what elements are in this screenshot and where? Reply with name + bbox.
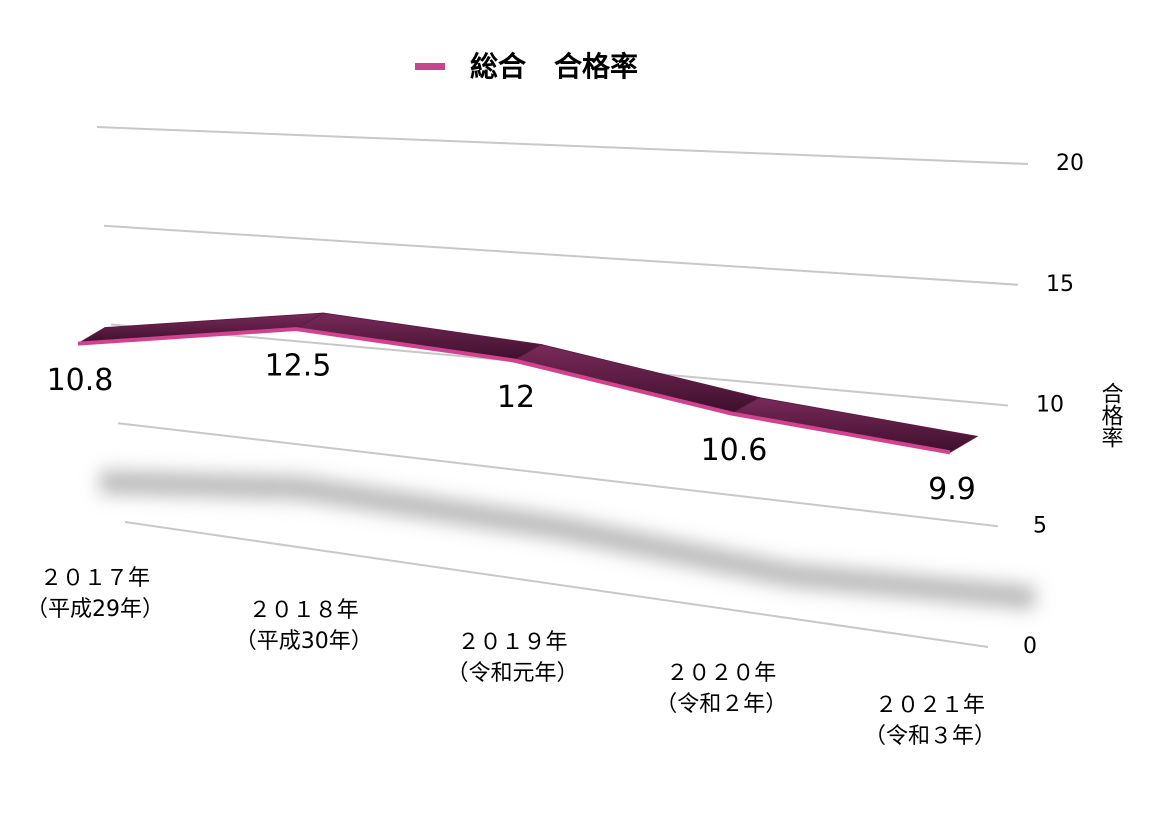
- y-tick-label: 0: [1023, 634, 1037, 659]
- x-tick-label: ２０１８年 （平成30年）: [234, 597, 373, 654]
- line-ribbon: [294, 312, 543, 362]
- y-tick-label: 15: [1046, 272, 1074, 297]
- y-tick-label: 10: [1036, 393, 1064, 418]
- legend-label: 総合 合格率: [470, 50, 638, 83]
- data-label: 10.6: [701, 433, 768, 468]
- y-tick-label: 5: [1033, 513, 1047, 538]
- grid-line: [117, 422, 999, 528]
- x-tick-label: ２０１９年 （令和元年）: [446, 629, 579, 686]
- y-tick-label: 20: [1056, 151, 1084, 176]
- grid-line: [103, 224, 1019, 286]
- line-ribbon: [730, 397, 979, 453]
- x-tick-label: ２０２１年 （令和３年）: [863, 693, 996, 749]
- grid-line: [124, 521, 989, 648]
- data-label: 12: [497, 380, 535, 415]
- y-axis-title: 合格率: [1098, 382, 1124, 448]
- legend-swatch: [415, 63, 445, 70]
- data-label: 10.8: [47, 363, 114, 398]
- line: [77, 327, 951, 455]
- data-label: 12.5: [265, 349, 332, 384]
- grid-line: [96, 126, 1029, 165]
- line-shadow: [99, 470, 1037, 610]
- data-label: 9.9: [928, 472, 976, 507]
- x-tick-label: ２０１７年 （平成29年）: [26, 566, 164, 622]
- x-tick-label: ２０２０年 （令和２年）: [655, 661, 788, 718]
